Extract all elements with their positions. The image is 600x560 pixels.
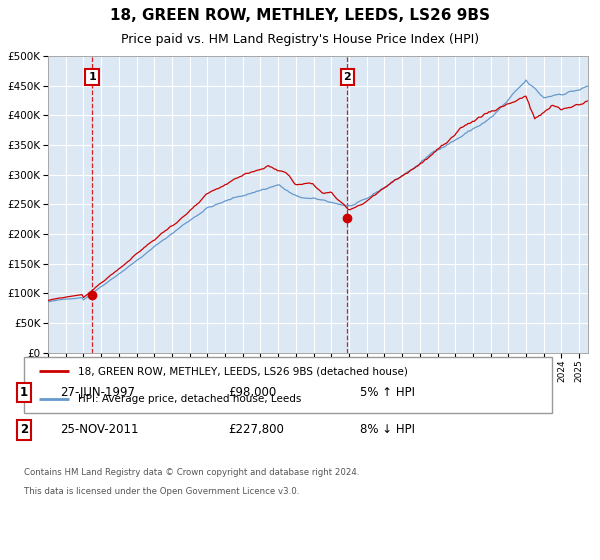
- Text: 2: 2: [343, 72, 351, 82]
- Text: 27-JUN-1997: 27-JUN-1997: [60, 386, 135, 399]
- Text: 1: 1: [20, 386, 28, 399]
- Text: Price paid vs. HM Land Registry's House Price Index (HPI): Price paid vs. HM Land Registry's House …: [121, 33, 479, 46]
- FancyBboxPatch shape: [24, 357, 552, 413]
- Text: 2: 2: [20, 423, 28, 436]
- Text: Contains HM Land Registry data © Crown copyright and database right 2024.: Contains HM Land Registry data © Crown c…: [24, 468, 359, 477]
- Text: This data is licensed under the Open Government Licence v3.0.: This data is licensed under the Open Gov…: [24, 487, 299, 496]
- Text: HPI: Average price, detached house, Leeds: HPI: Average price, detached house, Leed…: [78, 394, 301, 404]
- Text: £98,000: £98,000: [228, 386, 276, 399]
- Text: 18, GREEN ROW, METHLEY, LEEDS, LS26 9BS: 18, GREEN ROW, METHLEY, LEEDS, LS26 9BS: [110, 8, 490, 24]
- Text: £227,800: £227,800: [228, 423, 284, 436]
- Text: 25-NOV-2011: 25-NOV-2011: [60, 423, 139, 436]
- Text: 1: 1: [88, 72, 96, 82]
- Text: 5% ↑ HPI: 5% ↑ HPI: [360, 386, 415, 399]
- Text: 18, GREEN ROW, METHLEY, LEEDS, LS26 9BS (detached house): 18, GREEN ROW, METHLEY, LEEDS, LS26 9BS …: [78, 366, 408, 376]
- Text: 8% ↓ HPI: 8% ↓ HPI: [360, 423, 415, 436]
